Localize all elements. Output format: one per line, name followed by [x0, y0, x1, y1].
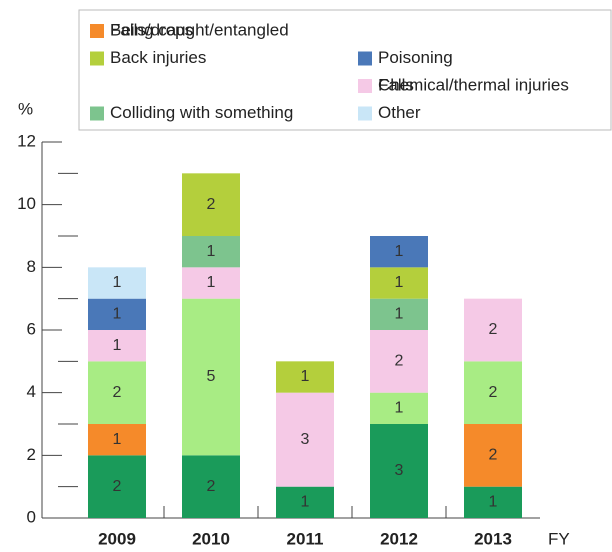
legend-box — [78, 9, 612, 131]
bar-segment — [370, 392, 428, 424]
bar-segment — [276, 361, 334, 393]
bar-segment — [182, 298, 240, 456]
legend-label: Chemical/thermal injuries — [378, 75, 569, 94]
value-label: 2 — [489, 447, 498, 464]
bar-segment — [276, 486, 334, 518]
value-label: 1 — [301, 368, 310, 385]
x-tick-label: 2012 — [380, 529, 418, 548]
value-label: 1 — [395, 400, 404, 417]
y-tick-label: 8 — [27, 257, 36, 276]
bar-segment — [88, 361, 146, 424]
legend-label: Colliding with something — [110, 103, 293, 122]
value-label: 1 — [113, 274, 122, 291]
value-label: 1 — [207, 243, 216, 260]
legend-swatch — [90, 24, 104, 38]
bar-segment — [88, 455, 146, 518]
value-label: 1 — [395, 274, 404, 291]
bar-segment — [370, 236, 428, 268]
x-tick-label: 2011 — [287, 529, 324, 548]
legend-label: Other — [378, 103, 421, 122]
bar-segment — [370, 424, 428, 518]
y-tick-label: 6 — [27, 319, 36, 338]
value-label: 1 — [113, 337, 122, 354]
value-label: 2 — [113, 384, 122, 401]
legend-label: Back injuries — [110, 48, 206, 67]
x-tick-label: 2009 — [98, 529, 136, 548]
y-tick-label: 10 — [17, 194, 36, 213]
bar-segment — [182, 267, 240, 299]
legend-label: Poisoning — [378, 48, 453, 67]
bar-segment — [370, 267, 428, 299]
y-tick-label: 2 — [27, 445, 36, 464]
value-label: 1 — [489, 494, 498, 511]
value-label: 1 — [207, 274, 216, 291]
value-label: 1 — [395, 306, 404, 323]
bar-segment — [464, 486, 522, 518]
value-label: 3 — [395, 462, 404, 479]
bar-segment — [88, 330, 146, 362]
y-tick-label: 12 — [17, 131, 36, 150]
bar-segment — [464, 424, 522, 487]
bar-segment — [182, 455, 240, 518]
bar-segment — [370, 330, 428, 393]
bar-segment — [464, 298, 522, 362]
value-label: 1 — [395, 243, 404, 260]
legend-label: Falls — [378, 75, 414, 94]
value-label: 5 — [207, 368, 216, 385]
bar-segment — [88, 298, 146, 330]
legend-swatch — [358, 51, 372, 66]
value-label: 1 — [301, 494, 310, 511]
bar-segment — [464, 361, 522, 424]
legend-label: Falls/drops — [110, 20, 193, 39]
value-label: 2 — [489, 384, 498, 401]
value-label: 2 — [207, 196, 216, 213]
value-label: 2 — [207, 478, 216, 495]
x-tick-label: 2013 — [474, 529, 512, 548]
bar-segment — [182, 236, 240, 268]
value-label: 1 — [113, 431, 122, 448]
y-tick-label: 4 — [27, 382, 36, 401]
bar-segment — [88, 424, 146, 456]
value-label: 3 — [301, 431, 310, 448]
value-label: 2 — [489, 321, 498, 338]
y-axis-label: % — [18, 99, 33, 118]
legend-swatch — [90, 51, 104, 66]
x-axis-label: FY — [548, 529, 570, 548]
bar-segment — [276, 392, 334, 487]
y-tick-label: 0 — [27, 507, 36, 526]
value-label: 2 — [395, 353, 404, 370]
value-label: 2 — [113, 478, 122, 495]
bar-segment — [88, 267, 146, 299]
bar-segment — [182, 173, 240, 236]
legend-swatch — [358, 79, 372, 93]
legend-swatch — [358, 106, 372, 121]
legend-swatch — [90, 106, 104, 121]
value-label: 1 — [113, 306, 122, 323]
legend-label: Being caught/entangled — [110, 20, 289, 39]
x-tick-label: 2010 — [192, 529, 230, 548]
bar-segment — [370, 298, 428, 330]
